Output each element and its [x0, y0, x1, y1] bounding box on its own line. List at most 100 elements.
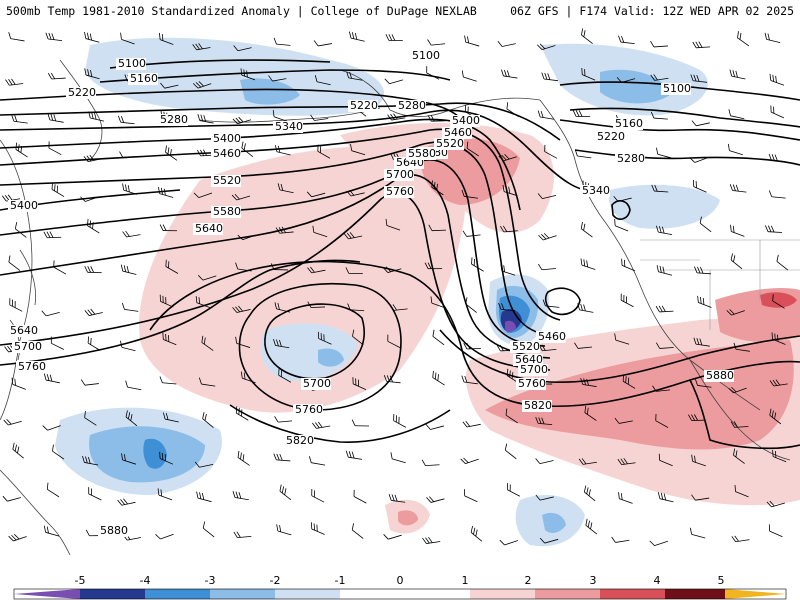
contour-label: 5100 — [661, 82, 691, 95]
wind-barb — [651, 184, 669, 193]
contour-label: 5220 — [348, 99, 378, 112]
wind-barb — [769, 73, 785, 86]
wind-barb — [694, 266, 712, 275]
contour-label: 5880 — [98, 524, 128, 537]
wind-barb — [122, 230, 141, 238]
svg-text:5460: 5460 — [538, 330, 566, 343]
wind-barb — [768, 524, 783, 538]
contour-label: 5100 — [116, 57, 146, 70]
coastline-bc — [539, 99, 601, 216]
svg-text:5760: 5760 — [18, 360, 46, 373]
contour-label: 5520 — [434, 137, 464, 150]
wind-barbs — [1, 28, 789, 547]
contour-5700-hawaii-low — [264, 303, 365, 380]
wind-barb — [84, 68, 100, 80]
svg-text:5760: 5760 — [518, 377, 546, 390]
wind-barb — [347, 303, 365, 312]
contour-5820 — [149, 260, 800, 408]
wind-barb — [772, 449, 787, 463]
wind-barb — [691, 120, 710, 127]
wind-barb — [697, 295, 712, 308]
wind-barb — [428, 224, 447, 232]
contour-label: 5160 — [128, 72, 158, 85]
wind-barb — [656, 225, 673, 236]
wind-barb — [240, 371, 256, 384]
wind-barb — [656, 147, 672, 159]
product-title: 500mb Temp 1981-2010 Standardized Anomal… — [6, 4, 477, 18]
svg-text:5520: 5520 — [512, 340, 540, 353]
svg-text:5580: 5580 — [408, 147, 436, 160]
svg-text:5760: 5760 — [386, 185, 414, 198]
contour-label: 5640 — [193, 222, 223, 235]
contour-label: 5280 — [158, 113, 188, 126]
wind-barb — [88, 111, 105, 122]
coastline-asia-south — [0, 469, 71, 556]
svg-text:5700: 5700 — [14, 340, 42, 353]
contour-cutoff-5460 — [544, 287, 581, 316]
wind-barb — [766, 500, 785, 508]
wind-barb — [11, 114, 28, 124]
colorbar-segment — [665, 589, 725, 599]
wind-barb — [277, 183, 294, 194]
map-header: 500mb Temp 1981-2010 Standardized Anomal… — [0, 0, 800, 22]
anomaly-neg2-south-pacific — [542, 512, 566, 533]
coastline-alaska — [339, 69, 541, 118]
svg-text:5340: 5340 — [275, 120, 303, 133]
wind-barb — [279, 484, 292, 501]
wind-barb — [385, 218, 401, 231]
wind-barb — [241, 141, 254, 157]
wind-barb — [48, 141, 62, 156]
contour-5160-east — [569, 107, 800, 128]
wind-barb — [658, 453, 673, 467]
wind-barb — [387, 334, 401, 349]
svg-text:5100: 5100 — [412, 49, 440, 62]
wind-barb — [52, 444, 65, 460]
colorbar-segment — [210, 589, 275, 599]
wind-barb — [235, 262, 252, 272]
colorbar-tick: -3 — [205, 574, 216, 587]
wind-barb — [580, 258, 596, 270]
wind-barb — [163, 412, 179, 423]
wind-barb — [307, 301, 326, 308]
wind-barb — [120, 340, 136, 352]
contour-label: 5460 — [442, 126, 472, 139]
wind-barb — [53, 260, 67, 275]
contour-label: 5400 — [211, 132, 241, 145]
wind-barb — [117, 498, 136, 506]
wind-barb — [50, 336, 65, 350]
wind-barb — [538, 233, 557, 241]
anomaly-neg3-west-pacific — [143, 438, 167, 469]
wind-barb — [535, 494, 554, 501]
wind-barb — [622, 374, 636, 389]
wind-barb — [160, 82, 179, 89]
wind-barb — [310, 114, 329, 121]
wind-barb — [159, 32, 174, 45]
wind-barb — [87, 336, 101, 351]
wind-barb — [689, 157, 709, 163]
wind-barb — [84, 31, 100, 43]
wind-barb — [47, 72, 66, 80]
wind-barb — [194, 461, 214, 468]
contour-5760-east — [439, 329, 800, 383]
wind-barb — [614, 219, 629, 232]
contour-5280 — [0, 102, 561, 141]
wind-barb — [463, 342, 481, 350]
wind-barb — [585, 518, 598, 535]
wind-barb — [393, 413, 407, 428]
wind-barb — [308, 456, 326, 466]
wind-barb — [535, 458, 554, 465]
contour-label: 5280 — [396, 99, 426, 112]
svg-text:5100: 5100 — [118, 57, 146, 70]
wind-barb — [43, 373, 60, 384]
wind-barb — [693, 337, 710, 347]
wind-barb — [270, 263, 289, 271]
wind-barb — [620, 293, 634, 308]
wind-barb — [352, 377, 367, 390]
wind-barb — [385, 34, 403, 42]
wind-barb — [584, 405, 597, 421]
anomaly-neg2-hawaii-low — [318, 348, 344, 367]
contour-label: 5100 — [410, 49, 440, 62]
wind-barb — [497, 40, 516, 47]
wind-barb — [466, 141, 479, 157]
coastlines — [0, 59, 800, 556]
